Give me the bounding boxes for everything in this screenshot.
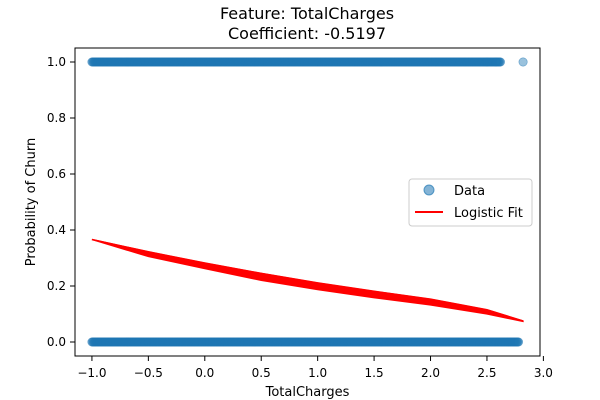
x-tick-label: −1.0 [77,366,106,380]
x-tick-label: 2.5 [477,366,496,380]
x-axis: −1.0 −0.5 0.0 0.5 1.0 1.5 2.0 2.5 3.0 [77,356,553,380]
data-point [514,337,524,347]
data-point [482,57,492,67]
data-point [491,57,501,67]
x-tick-label: 0.0 [195,366,214,380]
x-axis-label: TotalCharges [265,385,350,400]
chart-title-line1: Feature: TotalCharges [220,4,394,23]
x-tick-label: 0.5 [252,366,271,380]
y-axis-label: Probability of Churn [24,138,39,266]
x-tick-label: 1.0 [308,366,327,380]
plot-area [87,57,528,347]
x-tick-label: −0.5 [134,366,163,380]
y-tick-label: 0.2 [47,279,66,293]
x-tick-label: 3.0 [534,366,553,380]
logistic-fit-line [91,238,524,322]
y-tick-label: 1.0 [47,55,66,69]
y-axis: 0.0 0.2 0.4 0.6 0.8 1.0 [47,55,75,349]
data-point [518,57,528,67]
legend-label-data: Data [454,184,485,199]
y-tick-label: 0.6 [47,167,66,181]
legend-box [408,178,533,227]
y-tick-label: 0.0 [47,335,66,349]
axes-frame [74,47,541,357]
legend-marker-data [423,184,435,196]
y-tick-label: 0.8 [47,111,66,125]
x-tick-label: 1.5 [365,366,384,380]
x-tick-label: 2.0 [421,366,440,380]
legend-label-logistic-fit: Logistic Fit [454,206,523,221]
chart-title-line2: Coefficient: -0.5197 [228,24,386,43]
data-point [495,57,505,67]
legend: Data Logistic Fit [408,178,533,227]
y-tick-label: 0.4 [47,223,66,237]
